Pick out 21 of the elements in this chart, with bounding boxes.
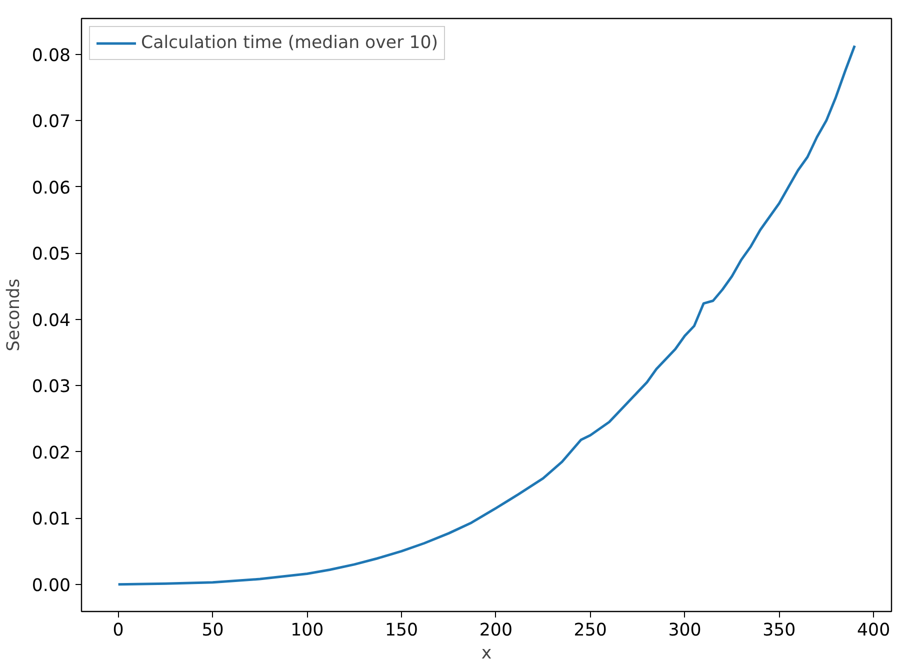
y-tick-label: 0.07 <box>32 112 71 132</box>
x-tick-label: 400 <box>857 620 890 640</box>
y-tick-label: 0.03 <box>32 377 71 398</box>
x-tick-label: 100 <box>290 620 324 640</box>
y-tick-label: 0.08 <box>32 46 71 66</box>
x-tick-label: 0 <box>112 620 124 640</box>
y-tick-label: 0.06 <box>32 178 71 198</box>
x-tick-label: 250 <box>574 620 607 640</box>
x-tick-label: 350 <box>762 620 796 640</box>
y-tick-label: 0.05 <box>32 244 71 265</box>
x-tick-label: 50 <box>202 620 224 640</box>
x-tick-label: 300 <box>668 620 702 640</box>
y-tick-label: 0.04 <box>32 310 71 331</box>
x-tick-label: 150 <box>385 620 418 640</box>
y-tick-label: 0.00 <box>32 576 71 596</box>
legend-label: Calculation time (median over 10) <box>141 33 438 53</box>
x-axis-title: x <box>481 644 492 664</box>
y-tick-label: 0.02 <box>32 443 71 464</box>
y-tick-label: 0.01 <box>32 510 71 530</box>
x-tick-label: 200 <box>479 620 512 640</box>
y-axis-title: Seconds <box>4 278 24 352</box>
